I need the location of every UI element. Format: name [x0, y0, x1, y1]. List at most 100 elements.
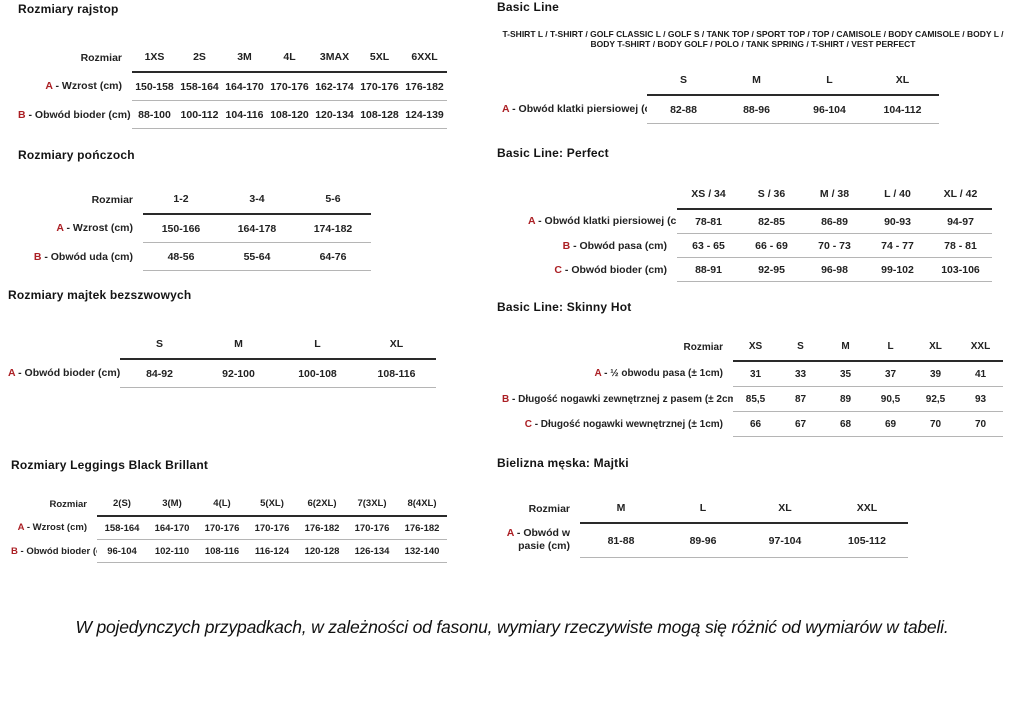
- size-value-cell: 176-182: [402, 72, 447, 101]
- size-value-cell: 88-91: [677, 257, 740, 282]
- size-column-header: XXL: [958, 338, 1003, 362]
- size-value-cell: 55-64: [219, 242, 295, 271]
- size-value-cell: 170-176: [197, 516, 247, 540]
- size-value-cell: 97-104: [744, 523, 826, 558]
- size-value-cell: 68: [823, 411, 868, 437]
- row-letter: A: [502, 103, 510, 116]
- size-column-header: 3-4: [219, 190, 295, 215]
- size-column-header: L: [278, 335, 357, 360]
- size-value-cell: 31: [733, 361, 778, 387]
- size-table-ponczochy: Rozmiar 1-2 3-4 5-6 A - Wzrost (cm) 150-166 16…: [18, 190, 371, 271]
- size-value-cell: 105-112: [826, 523, 908, 558]
- section-bielizna-meska-majtki: Bielizna męska: Majtki Rozmiar M L XL XXL A -…: [497, 456, 908, 558]
- size-value-cell: 150-158: [132, 72, 177, 101]
- size-column-header: XL: [744, 499, 826, 524]
- size-table-rajstopy: Rozmiar 1XS 2S 3M 4L 3MAX 5XL 6XXL A - Wzrost (c…: [18, 48, 447, 129]
- size-corner-label: [502, 71, 647, 95]
- size-column-header: S: [778, 338, 823, 362]
- size-value-cell: 69: [868, 411, 913, 437]
- size-row: A - Wzrost (cm) 158-164 164-170 170-176 170-…: [11, 516, 447, 540]
- row-label: A - Obwód bioder (cm): [8, 367, 120, 380]
- size-row: B - Długość nogawki zewnętrznej z pasem …: [502, 386, 1003, 412]
- size-row: B - Obwód bioder (cm)96-104102-110108-11…: [11, 539, 447, 563]
- size-value-cell: 164-170: [147, 516, 197, 540]
- size-value-cell: 92,5: [913, 386, 958, 412]
- size-row: A - Obwód bioder (cm) 84-92 92-100 100-108 1…: [8, 359, 436, 388]
- size-value-cell: 35: [823, 361, 868, 387]
- size-row: C - Długość nogawki wewnętrznej (± 1cm) 6…: [502, 411, 1003, 437]
- section-rozmiary-ponczoch: Rozmiary pończoch Rozmiar 1-2 3-4 5-6 A - Wz…: [18, 148, 371, 271]
- size-value-cell: 174-182: [295, 214, 371, 243]
- size-value-cell: 70 - 73: [803, 233, 866, 258]
- row-label: A - Wzrost (cm): [17, 522, 87, 534]
- size-row: B - Obwód bioder (cm) 88-100 100-112 104-11…: [18, 100, 447, 129]
- size-column-header: XL / 42: [929, 185, 992, 210]
- size-table-perfect: XS / 34 S / 36 M / 38 L / 40 XL / 42 A - Obwó…: [528, 185, 992, 282]
- size-value-cell: 164-178: [219, 214, 295, 243]
- size-value-cell: 96-104: [793, 95, 866, 124]
- size-row: B - Obwód pasa (cm) 63 - 65 66 - 69 70 - 73…: [528, 233, 992, 258]
- size-column-header: XL: [913, 338, 958, 362]
- size-column-header: 1XS: [132, 48, 177, 73]
- section-title: Rozmiary pończoch: [18, 148, 135, 162]
- size-column-header: 6(2XL): [297, 495, 347, 517]
- size-column-header: L: [662, 499, 744, 524]
- row-letter: B: [18, 108, 26, 121]
- size-value-cell: 66: [733, 411, 778, 437]
- size-value-cell: 89: [823, 386, 868, 412]
- section-title: Rozmiary Leggings Black Brillant: [11, 458, 209, 472]
- row-letter: A: [528, 215, 536, 228]
- size-column-header: M: [720, 71, 793, 96]
- size-column-header: 7(3XL): [347, 495, 397, 517]
- row-letter: A: [56, 222, 64, 235]
- size-column-header: 5XL: [357, 48, 402, 73]
- section-title: Rozmiary majtek bezszwowych: [8, 288, 192, 302]
- size-column-header: XL: [866, 71, 939, 96]
- size-value-cell: 86-89: [803, 209, 866, 234]
- row-label: A - Wzrost (cm): [45, 80, 122, 93]
- section-rozmiary-majtek-bezszwowych: Rozmiary majtek bezszwowych S M L XL A - Obw…: [8, 288, 436, 388]
- size-corner-label: Rozmiar: [80, 51, 122, 64]
- size-value-cell: 96-98: [803, 257, 866, 282]
- size-value-cell: 88-100: [132, 100, 177, 129]
- size-value-cell: 70: [958, 411, 1003, 437]
- size-value-cell: 99-102: [866, 257, 929, 282]
- size-value-cell: 120-128: [297, 539, 347, 563]
- size-column-header: L / 40: [866, 185, 929, 210]
- size-column-header: 6XXL: [402, 48, 447, 73]
- size-value-cell: 170-176: [347, 516, 397, 540]
- size-column-header: L: [868, 338, 913, 362]
- size-value-cell: 87: [778, 386, 823, 412]
- row-letter: A: [17, 522, 25, 534]
- row-label: A - Obwód w pasie (cm): [506, 527, 570, 553]
- size-column-header: S: [120, 335, 199, 360]
- size-value-cell: 150-166: [143, 214, 219, 243]
- size-value-cell: 164-170: [222, 72, 267, 101]
- size-value-cell: 82-85: [740, 209, 803, 234]
- size-row: A - Wzrost (cm) 150-158 158-164 164-170 170-…: [18, 72, 447, 101]
- size-table-majtki-meskie: Rozmiar M L XL XXL A - Obwód w pasie (cm) 81-8…: [505, 499, 908, 558]
- size-value-cell: 162-174: [312, 72, 357, 101]
- size-value-cell: 82-88: [647, 95, 720, 124]
- row-letter: B: [502, 393, 510, 405]
- size-value-cell: 37: [868, 361, 913, 387]
- size-value-cell: 96-104: [97, 539, 147, 563]
- size-value-cell: 108-116: [197, 539, 247, 563]
- size-corner-label: Rozmiar: [49, 498, 87, 510]
- basic-line-product-list: T-SHIRT L / T-SHIRT / GOLF CLASSIC L / G…: [502, 29, 1004, 49]
- row-letter: B: [33, 250, 42, 263]
- size-row: A - ½ obwodu pasa (± 1cm) 31 33 35 37 39 41: [502, 361, 1003, 387]
- row-letter: B: [11, 545, 18, 557]
- size-column-header: XL: [357, 335, 436, 360]
- size-column-header: M: [580, 499, 662, 524]
- row-label: A - ½ obwodu pasa (± 1cm): [594, 368, 723, 380]
- size-value-cell: 116-124: [247, 539, 297, 563]
- section-title: Bielizna męska: Majtki: [497, 456, 629, 470]
- size-value-cell: 94-97: [929, 209, 992, 234]
- row-letter: B: [562, 239, 571, 252]
- size-column-header: 3(M): [147, 495, 197, 517]
- size-value-cell: 84-92: [120, 359, 199, 388]
- size-row: B - Obwód uda (cm) 48-56 55-64 64-76: [18, 242, 371, 271]
